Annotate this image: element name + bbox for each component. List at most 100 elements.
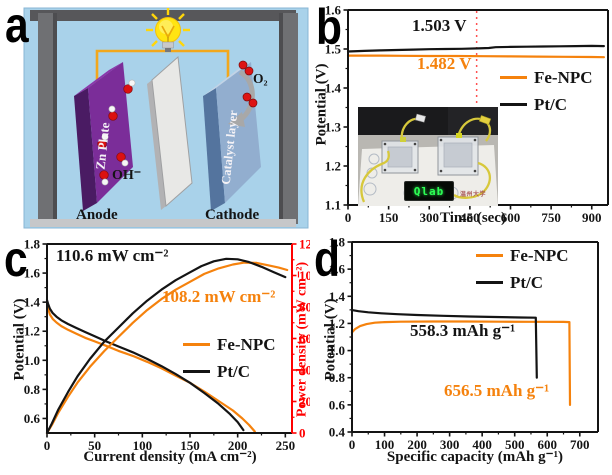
y-tick-label: 1.4 [325,81,342,96]
hydroxide-molecules [97,79,136,186]
y-tick-label: 1.6 [24,266,41,281]
series-line-pt-c [45,257,287,435]
right-tick-label: 0 [299,426,306,441]
panel-b-letter: b [316,0,342,55]
panel-c-right-axis-label: Power density (mW cm⁻²) [294,261,310,418]
series-line-fe-npc [350,320,572,406]
oxygen-molecules [238,60,258,108]
x-tick-label: 400 [472,437,492,452]
fenpc-line-swatch [476,253,503,258]
y-tick-label: 1.6 [329,262,346,277]
x-tick-label: 50 [88,438,101,453]
oxygen-arrow [238,69,255,123]
y-tick-label: 1.6 [325,3,342,18]
chart-specific-capacity: 0 100 200 300 400 500 600 700 0.4 0.6 0.8 1.0 1.2 1.4… [329,235,599,452]
fenpc-capacity-annotation: 656.5 mAh g⁻¹ [444,381,550,400]
x-tick-label: 500 [505,437,525,452]
panel-d-legend: Fe-NPC Pt/C [476,242,569,296]
ptc-capacity-annotation: 558.3 mAh g⁻¹ [410,321,516,340]
x-tick-label: 150 [379,210,399,225]
panel-b-y-axis-label: Potential (V) [313,63,330,146]
oxygen-label: O₂ [253,71,268,86]
x-tick-label: 0 [44,438,51,453]
battery-cell-left [381,140,419,174]
x-tick-label: 200 [228,438,248,453]
ptc-line-swatch [476,280,503,285]
y-tick-label: 1.0 [24,353,40,368]
panel-a-letter: a [5,0,29,53]
right-tick-label: 60 [299,331,310,346]
y-tick-label: 1.4 [329,289,346,304]
chart-polarization-power: 0 50 100 150 200 250 0.6 0.8 1.0 1.2 1.4 1.6 1.8 0 20 4… [24,237,310,454]
x-tick-label: 300 [420,210,440,225]
photo-graphics [358,107,498,206]
x-tick-label: 100 [375,437,395,452]
x-tick-label: 150 [180,438,200,453]
right-tick-label: 100 [299,268,310,283]
container-top-bar [30,10,296,21]
zinc-anode-plate [74,62,133,211]
right-tick-label: 80 [299,300,310,315]
y-tick-label: 1.3 [325,120,342,135]
series-line-fe-npc [346,54,605,59]
cathode-catalyst-plate [203,62,261,211]
x-tick-label: 200 [407,437,427,452]
y-tick-label: 1.2 [329,316,345,331]
legend-label: Fe-NPC [217,334,276,354]
x-tick-label: 300 [440,437,460,452]
y-tick-label: 0.8 [329,370,346,385]
x-tick-label: 600 [501,210,521,225]
fenpc-line-swatch [500,75,527,80]
fenpc-voltage-annotation: 1.482 V [417,54,472,73]
chart-open-circuit-voltage: 0 150 300 450 600 750 900 1.1 1.2 1.3 1.4 1.5 1.6 [325,3,609,225]
legend-label: Pt/C [510,272,544,292]
university-stamp-text: 温州大学 [460,191,487,198]
container-left-wall-edge [53,13,57,224]
ptc-power-annotation: 110.6 mW cm⁻² [56,246,169,265]
y-tick-label: 0.8 [24,382,41,397]
battery-cell-right [437,136,479,176]
x-tick-label: 900 [582,210,602,225]
oxygen-arrowhead [228,112,245,127]
legend-entry-fenpc: Fe-NPC [183,331,276,358]
qlab-display: Qlab [404,181,454,201]
y-tick-label: 1.8 [24,237,41,252]
y-tick-label: 1.4 [24,295,41,310]
cathode-label: Cathode [205,207,260,223]
panel-b-x-axis-label: Time (sec) [440,210,506,226]
right-tick-label: 40 [299,363,310,378]
legend-label: Fe-NPC [510,245,569,265]
hydroxide-label: OH⁻ [112,168,142,183]
legend-entry-ptc: Pt/C [183,358,276,385]
fenpc-power-annotation: 108.2 mW cm⁻² [162,287,276,306]
legend-entry-fenpc: Fe-NPC [500,64,593,91]
legend-entry-fenpc: Fe-NPC [476,242,569,269]
container-right-wall-edge [279,13,283,224]
y-tick-label: 1.5 [325,42,342,57]
y-tick-label: 1.1 [325,198,341,213]
ptc-line-swatch [183,369,210,374]
panel-c-x-axis-label: Current density (mA cm⁻²) [83,449,257,465]
y-tick-label: 1.0 [329,343,345,358]
ptc-voltage-annotation: 1.503 V [412,16,467,35]
y-tick-label: 0.6 [24,411,41,426]
y-tick-label: 1.2 [24,324,40,339]
x-tick-label: 450 [460,210,480,225]
right-tick-label: 120 [299,237,310,252]
legend-label: Fe-NPC [534,67,593,87]
panel-d-x-axis-label: Specific capacity (mAh g⁻¹) [386,449,564,465]
right-tick-label: 20 [299,394,310,409]
y-tick-label: 0.4 [329,425,346,440]
ptc-line-swatch [500,102,527,107]
x-tick-label: 0 [345,210,352,225]
panel-b-legend: Fe-NPC Pt/C [500,64,593,118]
series-line-fe-npc [45,301,256,433]
container-bottom-edge [30,219,296,227]
legend-label: Pt/C [534,94,568,114]
x-tick-label: 600 [537,437,557,452]
anode-label: Anode [76,207,118,223]
y-tick-label: 1.8 [329,235,346,250]
panel-d-y-axis-label: Potential (V) [322,298,339,381]
circuit-wire [95,49,230,92]
